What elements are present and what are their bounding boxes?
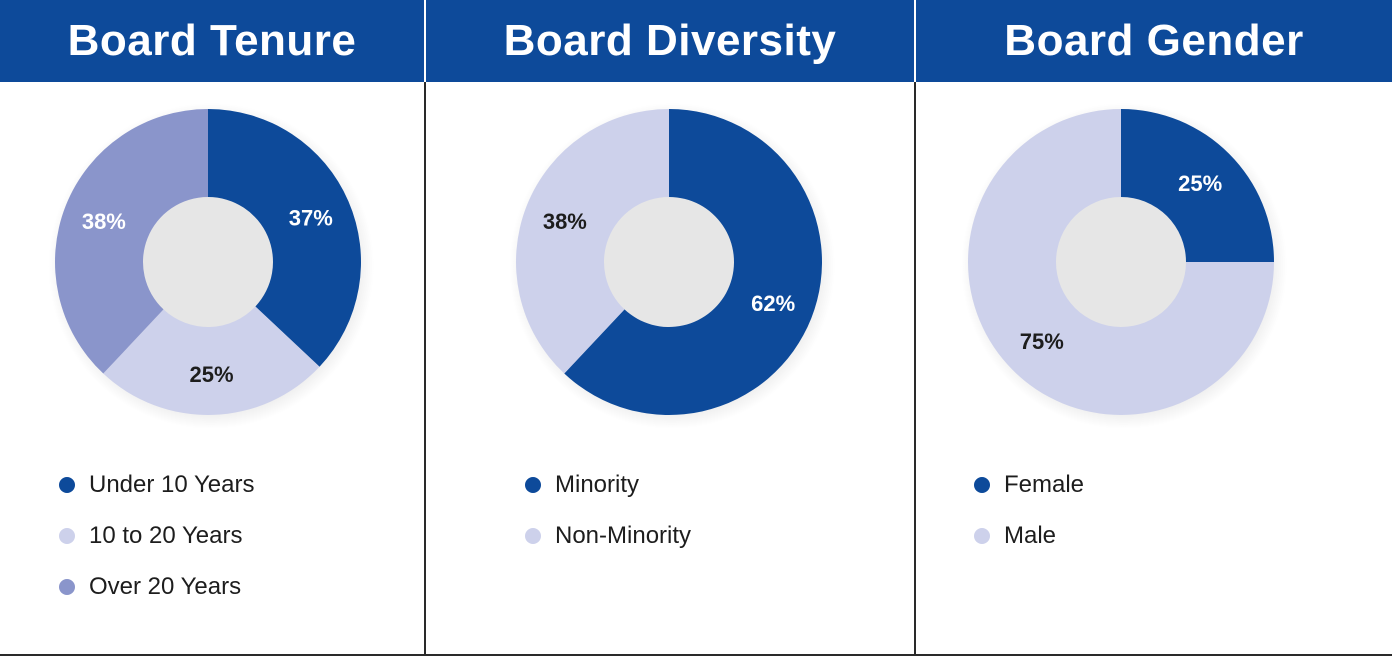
board-gender-panel: Board Gender 25% 75% Female Male [914,0,1392,656]
legend-item-minority: Minority [525,459,691,510]
slice-label-minority: 62% [751,291,795,316]
slice-label-male: 75% [1020,329,1064,354]
legend-swatch [59,476,75,493]
legend-item-10-to-20-years: 10 to 20 Years [59,510,254,561]
legend-label: Minority [555,470,640,498]
legend-label: Non-Minority [555,521,692,549]
legend-label: Female [1004,470,1085,498]
slice-over-20-years [55,109,208,374]
board-tenure-donut: 37% 25% 38% [48,103,374,429]
legend-swatch [525,476,541,493]
slice-under-10-years [208,109,362,367]
board-tenure-legend: Under 10 Years 10 to 20 Years Over 20 Ye… [59,459,254,612]
legend-label: Under 10 Years [89,470,255,498]
slice-minority [564,109,822,415]
slice-label-over-20-years: 38% [82,209,126,234]
legend-item-non-minority: Non-Minority [525,510,691,561]
legend-item-under-10-years: Under 10 Years [59,459,254,510]
legend-label: Male [1004,521,1057,549]
slice-10-to-20-years [103,306,320,415]
board-gender-legend: Female Male [974,459,1084,561]
board-gender-donut: 25% 75% [961,103,1287,429]
slice-label-female: 25% [1178,171,1222,196]
slice-label-non-minority: 38% [543,209,587,234]
legend-label: Over 20 Years [89,572,242,600]
legend-swatch [974,476,990,493]
board-diversity-title: Board Diversity [424,0,914,82]
board-tenure-panel: Board Tenure 37% 25% 38% Under 10 Years 10… [0,0,426,656]
slice-label-under-10-years: 37% [289,206,333,231]
slice-female [1121,109,1274,262]
slice-non-minority [516,109,669,374]
legend-item-over-20-years: Over 20 Years [59,561,254,612]
board-diversity-panel: Board Diversity 62% 38% Minority Non-Mino… [424,0,916,656]
legend-label: 10 to 20 Years [89,521,243,549]
slice-label-10-to-20-years: 25% [189,362,233,387]
legend-swatch [59,578,75,595]
legend-item-female: Female [974,459,1084,510]
legend-item-male: Male [974,510,1084,561]
legend-swatch [59,527,75,544]
board-diversity-donut: 62% 38% [509,103,835,429]
legend-swatch [974,527,990,544]
board-gender-title: Board Gender [914,0,1392,82]
board-tenure-title: Board Tenure [0,0,424,82]
slice-male [968,109,1274,415]
legend-swatch [525,527,541,544]
board-diversity-legend: Minority Non-Minority [525,459,691,561]
